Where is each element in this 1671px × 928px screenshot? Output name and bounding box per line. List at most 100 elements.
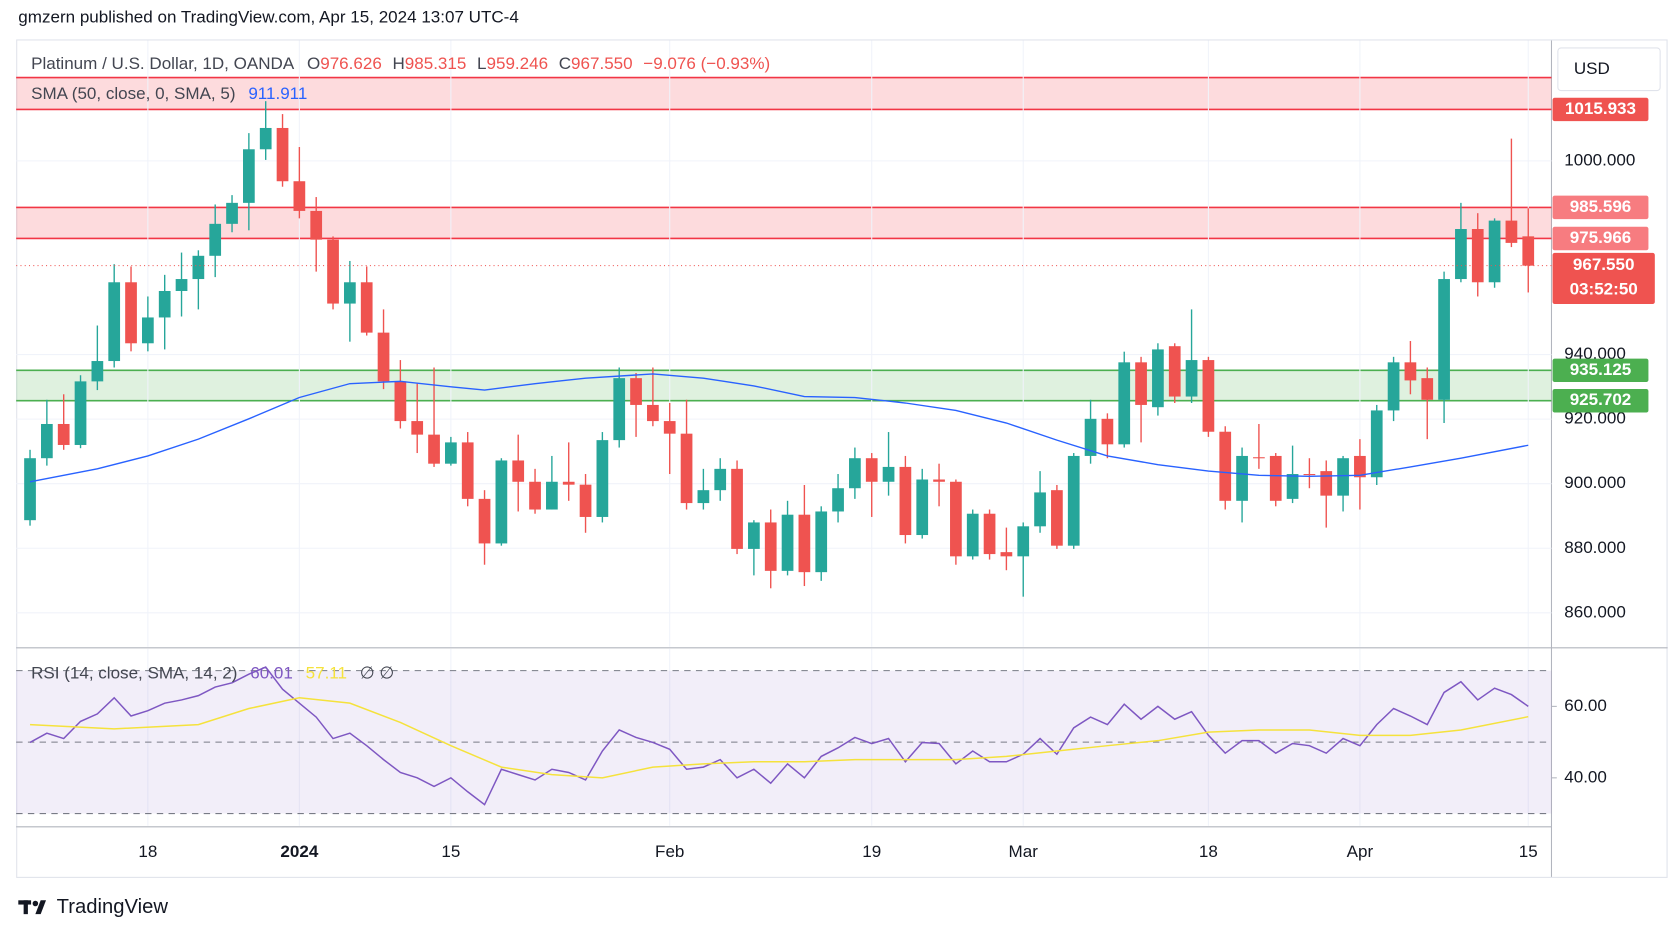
candle-body bbox=[916, 479, 929, 536]
candle-body bbox=[1101, 418, 1114, 445]
candle-body bbox=[849, 458, 861, 489]
price-tag bbox=[1552, 358, 1649, 383]
candle-body bbox=[1370, 410, 1383, 478]
candle-body bbox=[1152, 349, 1164, 408]
candle-body bbox=[209, 223, 222, 256]
candle-body bbox=[697, 490, 710, 504]
candle-body bbox=[259, 127, 272, 150]
candle-body bbox=[192, 255, 205, 280]
candle-body bbox=[1034, 492, 1046, 527]
x-tick-label: 15 bbox=[1519, 842, 1538, 861]
rsi-line bbox=[29, 666, 1529, 806]
candle-body bbox=[344, 282, 356, 304]
y-tick-label: 880.000 bbox=[1564, 538, 1626, 557]
candle-body bbox=[630, 378, 642, 405]
legend-item: 57.11 bbox=[306, 663, 347, 682]
legend-item: L bbox=[477, 53, 486, 72]
x-tick-label: 18 bbox=[1199, 842, 1218, 861]
candle-body bbox=[950, 481, 962, 557]
candle-body bbox=[529, 481, 541, 510]
candle-body bbox=[327, 239, 339, 304]
candle-body bbox=[1438, 279, 1450, 400]
candle-body bbox=[731, 468, 743, 549]
candle-body bbox=[1505, 220, 1518, 243]
legend-item: 967.550 bbox=[571, 53, 633, 72]
candle-body bbox=[445, 442, 457, 464]
candle-body bbox=[24, 458, 36, 521]
zone bbox=[16, 77, 1552, 110]
candle-body bbox=[310, 210, 323, 240]
candle-body bbox=[1236, 455, 1248, 501]
candle-body bbox=[899, 466, 912, 536]
candle-body bbox=[1067, 455, 1080, 546]
legend-item: 985.315 bbox=[405, 53, 467, 72]
chart-frame bbox=[16, 39, 1668, 878]
x-tick-label: 19 bbox=[862, 842, 881, 861]
candle-body bbox=[798, 514, 811, 573]
candle-body bbox=[1219, 431, 1232, 501]
legend-item: O bbox=[307, 53, 320, 72]
publish-note: gmzern published on TradingView.com, Apr… bbox=[18, 8, 519, 27]
candle-body bbox=[933, 479, 945, 482]
candle-body bbox=[1404, 362, 1417, 381]
last-price-label: 967.550 bbox=[1573, 255, 1635, 274]
candle-body bbox=[1269, 455, 1282, 501]
candle-body bbox=[1320, 471, 1333, 496]
legend-item: C bbox=[559, 53, 571, 72]
candle-body bbox=[1421, 378, 1434, 400]
legend-item: RSI (14, close, SMA, 14, 2) bbox=[31, 663, 237, 682]
candle-body bbox=[1488, 220, 1501, 283]
candle-body bbox=[596, 440, 609, 517]
candle-body bbox=[663, 421, 676, 434]
y-tick-label: 60.00 bbox=[1564, 696, 1607, 715]
price-tag-label: 935.125 bbox=[1570, 360, 1632, 379]
y-tick-label: 940.000 bbox=[1564, 344, 1626, 363]
legend-item: H bbox=[392, 53, 404, 72]
candle-body bbox=[1185, 360, 1198, 397]
candle-body bbox=[865, 458, 878, 482]
candle-body bbox=[1135, 362, 1147, 405]
y-tick-label: 1000.000 bbox=[1564, 150, 1635, 169]
candle-body bbox=[1337, 458, 1349, 496]
candle-body bbox=[983, 513, 996, 555]
candle-body bbox=[882, 466, 895, 482]
price-tag-label: 925.702 bbox=[1570, 390, 1632, 409]
price-tag-label: 975.966 bbox=[1570, 228, 1632, 247]
price-tag bbox=[1552, 389, 1649, 413]
legend-item: −9.076 (−0.93%) bbox=[643, 53, 770, 72]
legend: RSI (14, close, SMA, 14, 2) 60.01 57.11 ∅ ∅ bbox=[31, 663, 394, 682]
candle-body bbox=[175, 279, 188, 291]
x-tick-label: 2024 bbox=[280, 842, 318, 861]
candle-body bbox=[125, 282, 137, 344]
candle-body bbox=[40, 423, 53, 459]
candle-body bbox=[377, 332, 390, 382]
candle-body bbox=[411, 421, 424, 435]
candle-body bbox=[579, 484, 592, 517]
logo-slash bbox=[35, 900, 47, 915]
candle-body bbox=[1522, 236, 1535, 266]
rsi-line bbox=[29, 697, 1529, 779]
candle-body bbox=[57, 423, 70, 445]
candle-body bbox=[1202, 360, 1215, 432]
price-tag bbox=[1552, 97, 1649, 122]
candle-body bbox=[1000, 552, 1013, 557]
currency-box[interactable] bbox=[1557, 47, 1661, 92]
legend-item: Platinum / U.S. Dollar, 1D, OANDA bbox=[31, 53, 295, 72]
brand: TradingView bbox=[57, 896, 169, 918]
legend-item: 60.01 bbox=[250, 663, 293, 682]
candle-body bbox=[394, 381, 407, 422]
price-tag bbox=[1552, 195, 1649, 220]
candle-body bbox=[781, 514, 794, 571]
candle-body bbox=[714, 468, 727, 491]
x-tick-label: 18 bbox=[138, 842, 157, 861]
x-tick-label: Mar bbox=[1009, 842, 1039, 861]
candle-body bbox=[546, 481, 558, 510]
logo-dot bbox=[32, 900, 39, 907]
currency[interactable]: USD bbox=[1574, 59, 1610, 78]
candle-body bbox=[478, 498, 491, 544]
candle-body bbox=[647, 404, 659, 422]
sma-line bbox=[29, 373, 1529, 483]
candle-body bbox=[613, 378, 626, 441]
legend: SMA (50, close, 0, SMA, 5) 911.911 bbox=[31, 83, 307, 102]
price-tag bbox=[1552, 226, 1649, 251]
